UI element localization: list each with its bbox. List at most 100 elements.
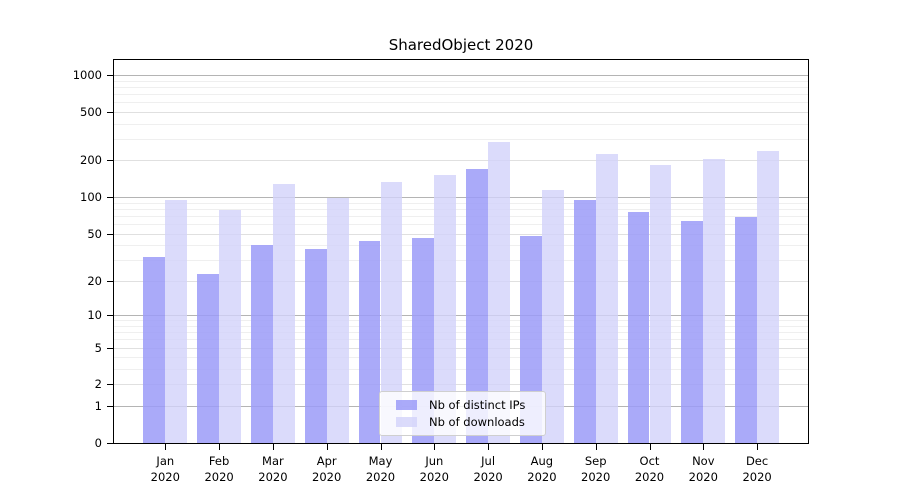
- x-tick-mark: [757, 444, 759, 450]
- y-gridline: [113, 208, 809, 210]
- y-gridline: [113, 347, 809, 349]
- legend-label-distinct-ips: Nb of distinct IPs: [429, 398, 526, 412]
- y-gridline: [113, 332, 809, 334]
- x-tick-mark: [649, 444, 651, 450]
- y-tick-mark: [107, 406, 113, 408]
- legend: Nb of distinct IPs Nb of downloads: [379, 391, 546, 436]
- x-tick-label: Feb 2020: [204, 454, 234, 484]
- bar-downloads: [272, 183, 295, 443]
- y-tick-mark: [107, 443, 113, 444]
- distinct-ips-swatch-icon: [396, 400, 417, 410]
- x-tick-mark: [272, 444, 274, 450]
- x-tick-mark: [541, 444, 543, 450]
- bar-downloads: [757, 150, 779, 443]
- legend-item-distinct-ips: Nb of distinct IPs: [386, 398, 539, 412]
- bar-distinct-ips: [627, 211, 650, 443]
- y-tick-mark: [107, 315, 113, 317]
- y-gridline: [113, 74, 809, 76]
- y-gridline: [113, 202, 809, 204]
- x-tick-label: Oct 2020: [634, 454, 665, 484]
- x-tick-mark: [488, 444, 490, 450]
- y-gridline: [113, 339, 809, 341]
- y-gridline: [113, 357, 809, 359]
- y-gridline: [113, 123, 809, 125]
- y-gridline: [113, 111, 809, 113]
- x-tick-label: Sep 2020: [581, 454, 611, 484]
- y-gridline: [113, 320, 809, 322]
- legend-label-downloads: Nb of downloads: [429, 415, 525, 429]
- y-gridline: [113, 369, 809, 371]
- bar-downloads: [488, 141, 510, 443]
- chart-title: SharedObject 2020: [388, 36, 534, 54]
- bar-downloads: [541, 189, 564, 443]
- x-tick-label: Nov 2020: [688, 454, 718, 484]
- bar-distinct-ips: [251, 245, 273, 443]
- y-gridline: [113, 160, 809, 162]
- bar-downloads: [649, 164, 672, 443]
- x-tick-mark: [434, 444, 436, 450]
- y-tick-label: 2: [94, 377, 102, 392]
- bar-distinct-ips: [681, 221, 704, 443]
- x-tick-mark: [703, 444, 705, 450]
- y-gridline: [113, 384, 809, 386]
- y-gridline: [113, 233, 809, 235]
- y-tick-label: 200: [80, 153, 102, 168]
- x-tick-mark: [219, 444, 221, 450]
- y-tick-label: 50: [87, 226, 102, 241]
- x-tick-mark: [595, 444, 597, 450]
- bar-downloads: [326, 197, 349, 443]
- downloads-swatch-icon: [396, 417, 417, 427]
- x-tick-label: Mar 2020: [258, 454, 288, 484]
- y-tick-label: 0: [94, 436, 102, 450]
- legend-item-downloads: Nb of downloads: [386, 415, 539, 429]
- y-tick-label: 1: [94, 399, 102, 414]
- y-gridline: [113, 93, 809, 95]
- y-tick-label: 1000: [72, 67, 102, 82]
- y-tick-label: 10: [87, 308, 102, 323]
- y-tick-mark: [107, 160, 113, 162]
- y-tick-label: 100: [80, 190, 102, 205]
- y-tick-mark: [107, 347, 113, 349]
- y-gridline: [113, 224, 809, 225]
- bar-downloads: [434, 174, 457, 443]
- y-tick-mark: [107, 111, 113, 113]
- y-tick-mark: [107, 74, 113, 76]
- y-gridline: [113, 102, 809, 104]
- bar-downloads: [595, 154, 618, 443]
- bar-downloads: [380, 181, 403, 443]
- y-gridline: [113, 245, 809, 247]
- x-tick-mark: [326, 444, 328, 450]
- y-tick-mark: [107, 197, 113, 199]
- x-tick-mark: [380, 444, 382, 450]
- y-gridline: [113, 215, 809, 217]
- bar-downloads: [165, 199, 188, 443]
- y-tick-mark: [107, 384, 113, 386]
- bar-distinct-ips: [358, 241, 381, 443]
- x-tick-label: Jan 2020: [150, 454, 180, 484]
- y-gridline: [113, 325, 809, 327]
- y-gridline: [113, 280, 809, 282]
- y-tick-label: 500: [80, 104, 102, 119]
- y-gridline: [113, 197, 809, 199]
- bar-distinct-ips: [573, 199, 596, 443]
- x-tick-label: Apr 2020: [312, 454, 342, 484]
- x-tick-label: Jun 2020: [419, 454, 449, 484]
- y-tick-label: 20: [87, 273, 102, 288]
- y-gridline: [113, 260, 809, 262]
- y-tick-label: 5: [94, 340, 102, 355]
- x-tick-label: Jul 2020: [473, 454, 503, 484]
- bar-distinct-ips: [197, 273, 220, 443]
- x-tick-mark: [165, 444, 167, 450]
- y-gridline: [113, 86, 809, 88]
- y-tick-mark: [107, 280, 113, 282]
- x-tick-label: Aug 2020: [527, 454, 557, 484]
- bar-distinct-ips: [735, 216, 758, 443]
- bar-downloads: [703, 159, 726, 443]
- x-tick-label: Dec 2020: [742, 454, 772, 484]
- y-gridline: [113, 80, 809, 82]
- x-tick-label: May 2020: [365, 454, 396, 484]
- bar-distinct-ips: [466, 169, 489, 443]
- y-gridline: [113, 138, 809, 140]
- bar-distinct-ips: [143, 256, 166, 443]
